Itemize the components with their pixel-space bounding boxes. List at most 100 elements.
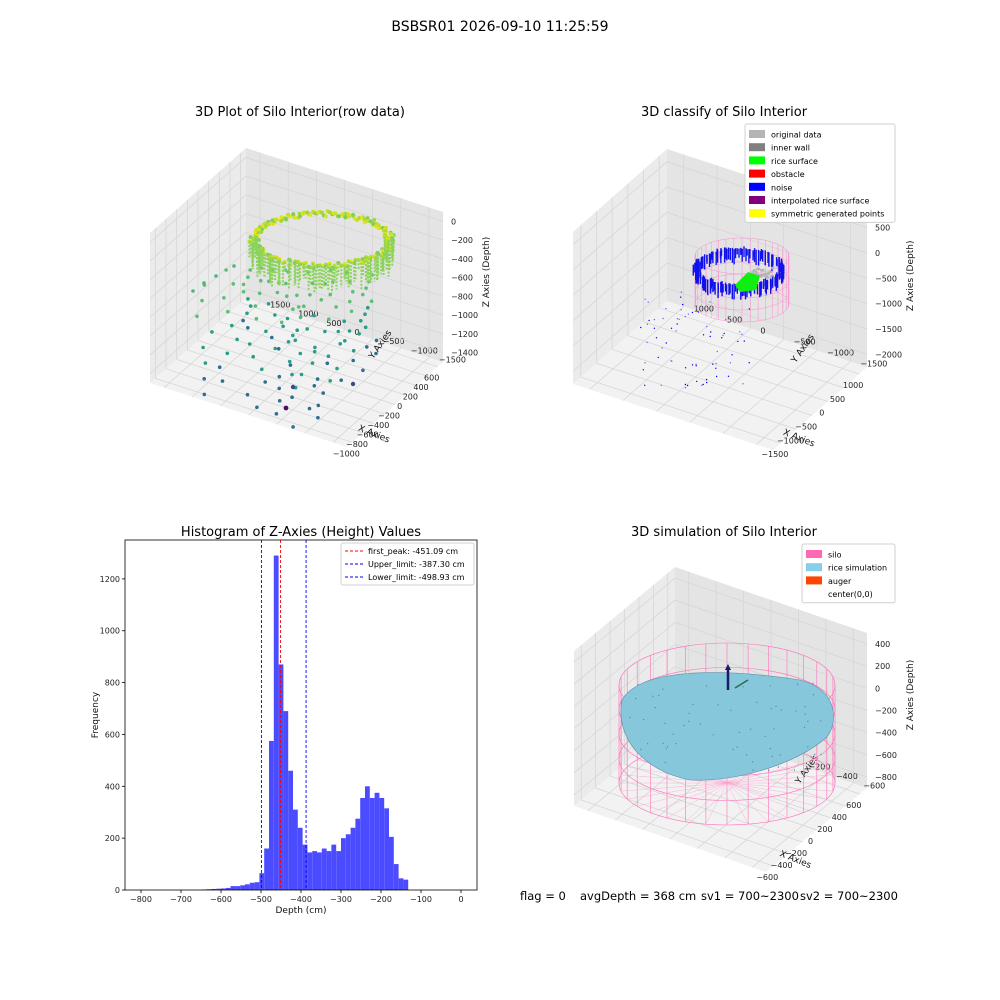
sim-rice-mesh-point <box>732 748 734 751</box>
histogram-bar <box>317 852 322 890</box>
sim-rice-mesh-point <box>807 720 809 723</box>
cls-xtick: 1000 <box>843 381 863 390</box>
raw-point <box>201 345 205 350</box>
sim-rice-mesh-point <box>775 705 777 708</box>
raw-point <box>291 425 295 429</box>
cls-xgrid <box>612 349 813 416</box>
sim-rice-mesh-point <box>795 710 797 712</box>
raw-zlabel: Z Axies (Depth) <box>482 237 492 308</box>
sim-rice-mesh-point <box>780 709 782 711</box>
raw-point <box>347 329 352 333</box>
cls-noise-point <box>665 307 667 310</box>
hist-ytick: 400 <box>105 782 120 791</box>
status-flag: flag = 0 <box>520 889 566 903</box>
sim-silo-floor-spoke <box>726 782 804 813</box>
cls-noise-point <box>644 384 646 386</box>
cls-legend-label: noise <box>771 183 792 192</box>
cls-noise-point <box>642 369 644 371</box>
cls-legend-label: symmetric generated points <box>771 210 884 219</box>
histogram-bar <box>230 886 236 890</box>
raw-point <box>273 346 278 351</box>
cls-noise-point <box>691 311 694 314</box>
sim-silo-floor-spoke <box>650 782 728 813</box>
raw-point <box>286 212 290 217</box>
raw-point <box>217 365 222 370</box>
cls-ztick: 500 <box>875 224 890 233</box>
hist-ytick: 200 <box>105 834 120 843</box>
sim-rice-mesh-point <box>666 746 669 748</box>
cls-ytick: −500 <box>794 338 816 347</box>
cls-noise-point <box>737 340 739 343</box>
histogram-bar <box>345 834 351 890</box>
histogram-bar <box>341 838 346 890</box>
cls-ytick: 1000 <box>694 305 714 314</box>
sim-silo-floor-spoke <box>726 759 817 784</box>
cls-zgrid <box>572 211 868 296</box>
status-sv1: sv1 = 700~2300 <box>701 889 799 903</box>
raw-point <box>241 318 245 323</box>
histogram-bar <box>374 792 380 890</box>
raw-point <box>288 363 293 367</box>
raw-point <box>222 296 226 300</box>
raw-point <box>310 361 315 365</box>
cls-xgrid <box>580 376 781 444</box>
raw-point <box>327 317 331 322</box>
raw-point <box>279 320 284 325</box>
raw-point <box>245 311 249 316</box>
sim-xtick: 600 <box>846 801 861 810</box>
raw-point <box>374 338 379 343</box>
sim-rice-mesh-point <box>629 716 631 719</box>
raw-point <box>321 391 326 395</box>
histogram-bar <box>283 711 289 890</box>
cls-noise-point <box>660 384 662 386</box>
cls-legend-label: obstacle <box>771 170 805 179</box>
sim-rice-mesh-point <box>793 769 796 771</box>
raw-point <box>202 377 206 381</box>
cls-legend-swatch <box>749 182 765 191</box>
histogram-bar <box>321 848 327 890</box>
sim-rice-mesh-point <box>796 683 799 685</box>
raw-point <box>225 351 230 356</box>
hist-xlabel: Depth (cm) <box>275 906 326 916</box>
raw-point <box>336 329 341 334</box>
raw-point <box>366 305 370 310</box>
cls-noise-point <box>680 296 682 298</box>
raw-point <box>333 211 338 216</box>
raw-point <box>253 304 258 308</box>
raw-zgrid <box>149 194 444 281</box>
raw-point <box>283 405 289 411</box>
histogram-bar <box>240 885 245 890</box>
raw-point <box>220 379 225 383</box>
sim-rice-mesh-point <box>746 754 748 756</box>
sim-rice-mesh-point <box>683 724 685 727</box>
cls-legend-swatch <box>749 196 765 204</box>
sim-ztick: −400 <box>875 729 897 738</box>
cls-ytick: 500 <box>727 316 742 325</box>
histogram-title: Histogram of Z-Axies (Height) Values <box>181 525 421 540</box>
raw-point <box>248 304 253 308</box>
cls-noise-point <box>644 298 646 300</box>
sim-rice-mesh-point <box>736 746 738 748</box>
sim-legend-swatch <box>806 563 822 572</box>
raw-point <box>291 333 295 338</box>
cls-noise-point <box>715 367 717 369</box>
sim-legend-swatch <box>806 550 822 558</box>
histogram-bar <box>336 851 341 890</box>
raw-ytick: −1000 <box>411 346 438 355</box>
raw-point <box>263 380 268 384</box>
raw-point <box>343 339 347 343</box>
raw-xtick: 600 <box>424 374 439 383</box>
raw-point <box>372 218 377 222</box>
raw-point <box>315 377 320 381</box>
cls-noise-point <box>684 315 686 318</box>
sim-rice-mesh-point <box>777 766 779 768</box>
histogram-bar <box>355 818 361 890</box>
raw-point <box>226 309 230 314</box>
cls-original-point <box>766 276 770 279</box>
hist-xtick: −100 <box>410 895 432 904</box>
cls-ygrid <box>756 361 851 445</box>
cls-original-point <box>769 274 773 278</box>
hist-ytick: 0 <box>115 886 120 895</box>
raw-point <box>246 275 250 280</box>
sim-rice-mesh-point <box>769 685 771 687</box>
